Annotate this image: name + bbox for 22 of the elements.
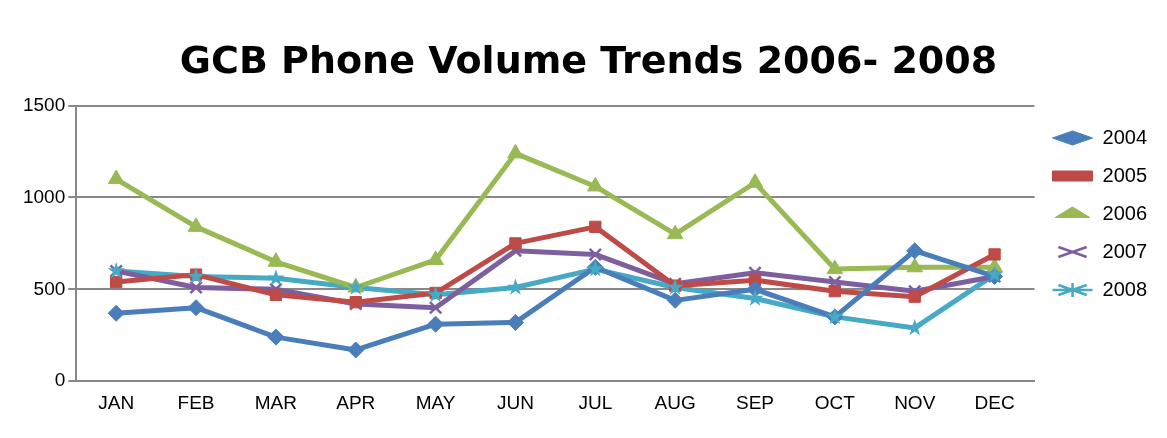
y-tick-label: 1000	[22, 185, 66, 207]
legend-label: 2005	[1102, 163, 1148, 186]
x-tick-label: SEP	[736, 391, 775, 413]
x-tick-label: DEC	[974, 391, 1015, 413]
legend-label: 2006	[1102, 201, 1148, 224]
x-tick-label: MAY	[415, 391, 456, 413]
x-tick-label: AUG	[654, 391, 696, 413]
x-tick-label: JAN	[98, 391, 135, 413]
legend-label: 2008	[1102, 277, 1148, 300]
x-tick-label: JUL	[578, 391, 613, 413]
legend-label: 2007	[1102, 239, 1148, 262]
chart-title: GCB Phone Volume Trends 2006- 2008	[179, 37, 998, 82]
x-tick-label: MAR	[254, 391, 298, 413]
legend-label: 2004	[1102, 125, 1148, 148]
y-tick-label: 1500	[22, 93, 66, 115]
x-tick-label: JUN	[496, 391, 534, 413]
x-tick-label: NOV	[894, 391, 936, 413]
x-tick-label: APR	[336, 391, 376, 413]
x-tick-label: OCT	[814, 391, 856, 413]
x-tick-label: FEB	[177, 391, 215, 413]
y-tick-label: 500	[33, 277, 66, 299]
y-tick-label: 0	[54, 369, 66, 391]
